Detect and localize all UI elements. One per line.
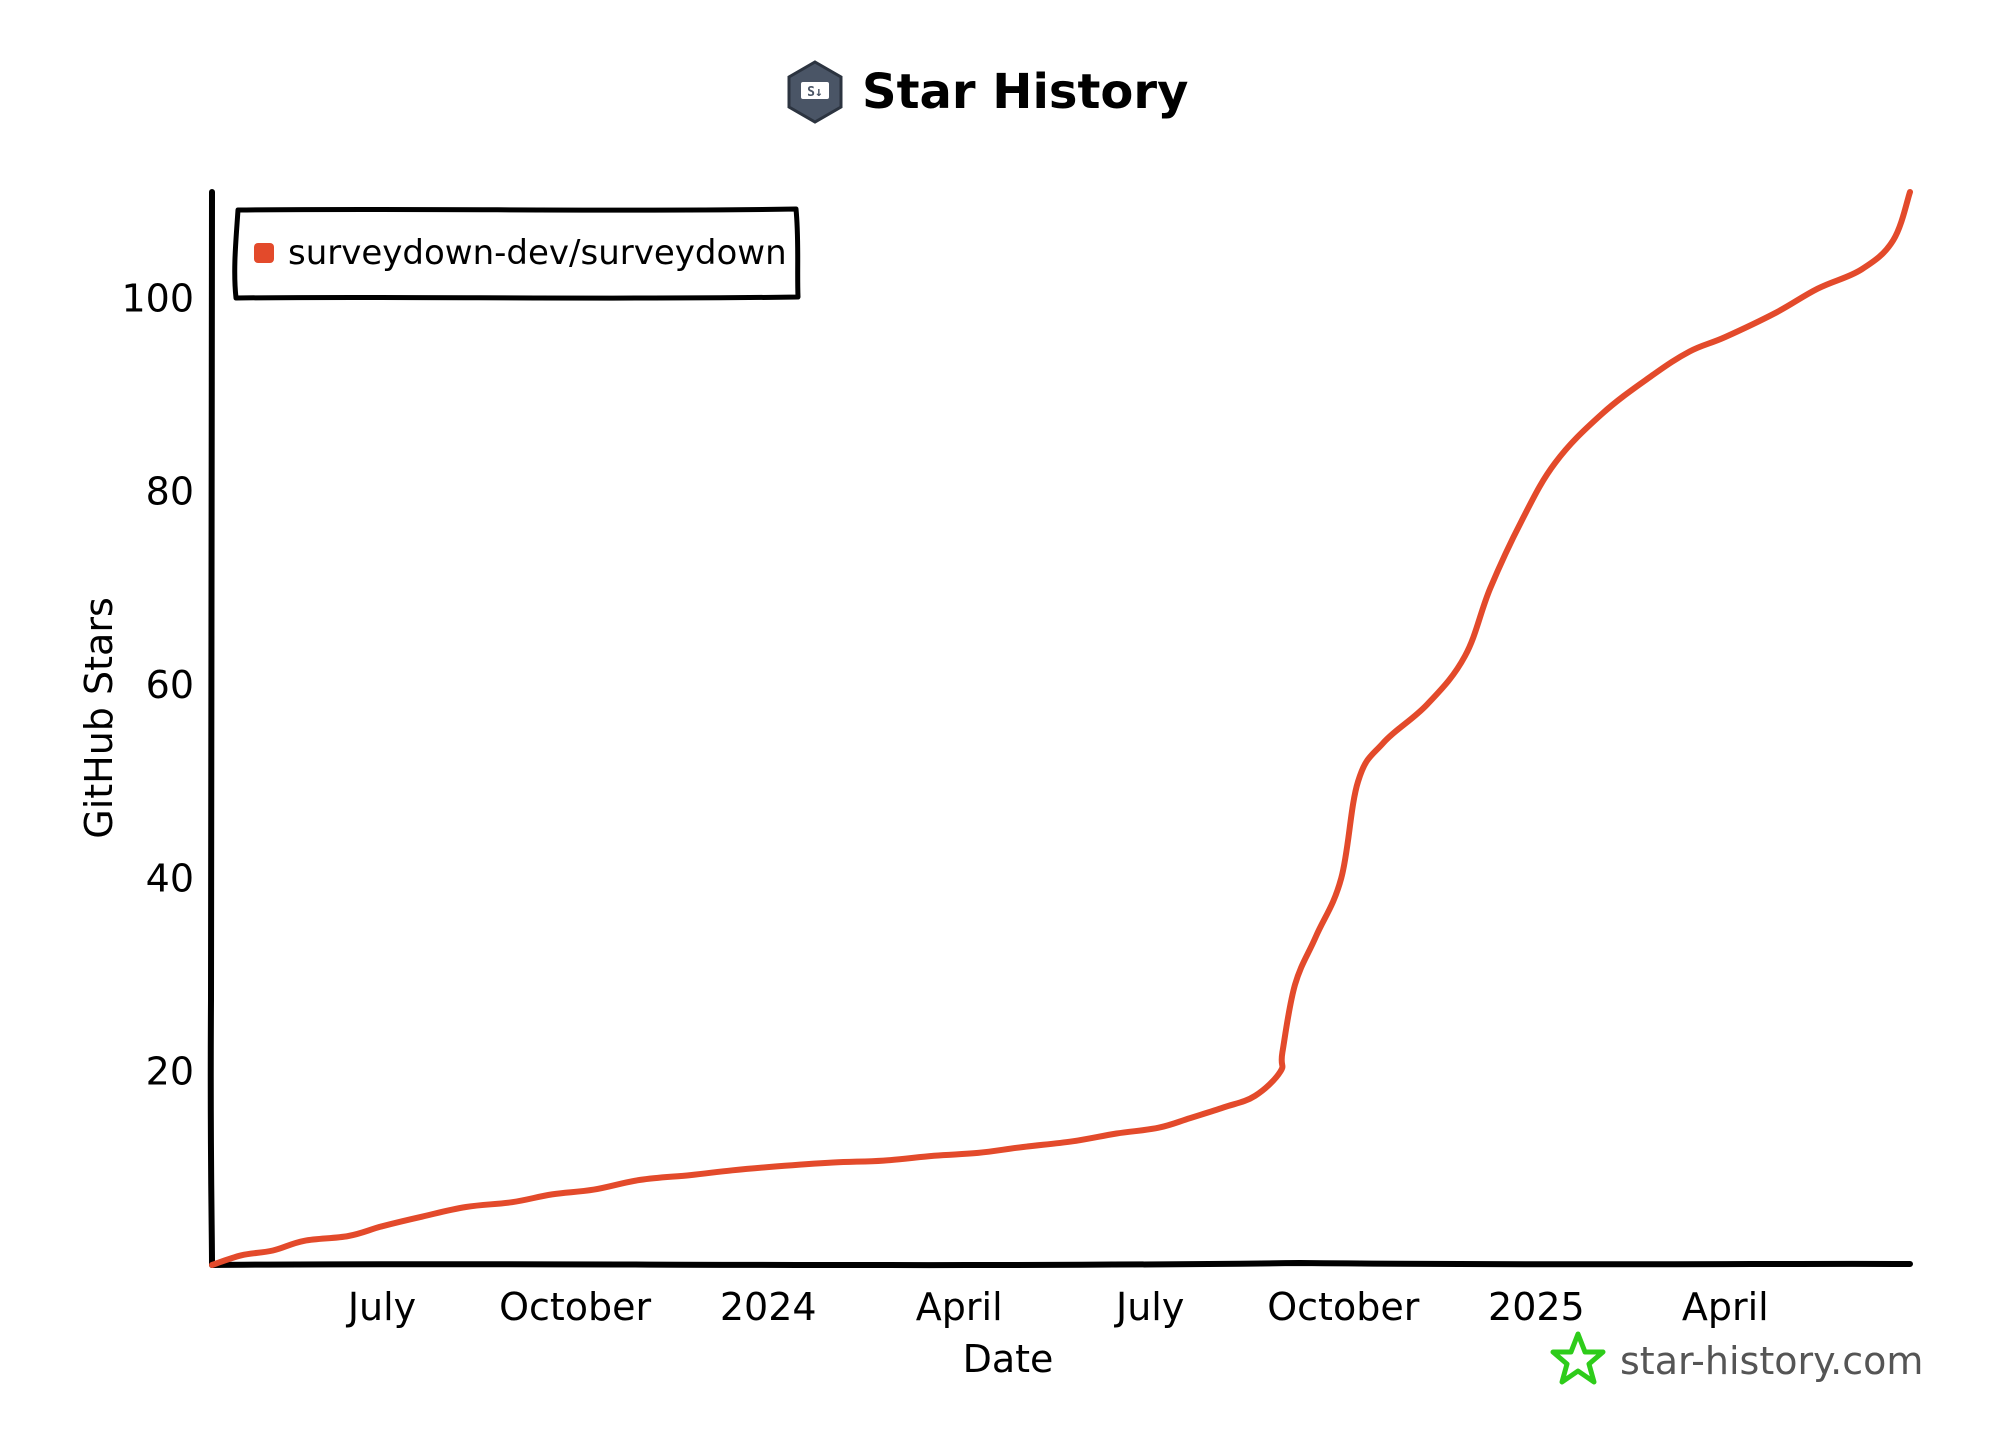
x-tick-label: April	[916, 1285, 1003, 1329]
star-history-logo-icon: S↓	[787, 60, 843, 124]
y-tick-label: 100	[121, 276, 194, 320]
legend: surveydown-dev/surveydown	[232, 206, 801, 301]
series-line-surveydown	[209, 189, 1913, 1268]
x-tick-label: April	[1682, 1285, 1769, 1329]
x-tick-label: October	[499, 1285, 651, 1329]
x-tick-label: July	[1114, 1285, 1184, 1329]
chart-title: Star History	[862, 64, 1188, 120]
x-axis-ticks: July October 2024 April July October 2025 April	[346, 1285, 1769, 1329]
watermark: star-history.com	[1550, 1331, 1923, 1385]
legend-box	[232, 206, 801, 301]
chart-header: S↓ Star History	[787, 60, 1188, 124]
star-logo-icon	[1550, 1331, 1606, 1385]
y-axis-line	[207, 189, 215, 1268]
watermark-text: star-history.com	[1620, 1339, 1923, 1383]
x-tick-label: July	[346, 1285, 416, 1329]
axes	[207, 189, 1913, 1269]
x-axis-title: Date	[963, 1337, 1054, 1381]
x-tick-label: October	[1267, 1285, 1419, 1329]
y-tick-label: 60	[146, 663, 194, 707]
legend-label: surveydown-dev/surveydown	[288, 233, 787, 273]
y-axis-ticks: 20 40 60 80 100	[121, 276, 194, 1093]
y-tick-label: 20	[146, 1050, 194, 1094]
svg-text:S↓: S↓	[807, 85, 823, 100]
y-tick-label: 40	[146, 856, 194, 900]
x-tick-label: 2024	[720, 1285, 817, 1329]
y-tick-label: 80	[146, 470, 194, 514]
x-axis-line	[209, 1259, 1913, 1269]
legend-swatch	[254, 243, 274, 263]
x-tick-label: 2025	[1488, 1285, 1585, 1329]
y-axis-title: GitHub Stars	[77, 597, 121, 839]
